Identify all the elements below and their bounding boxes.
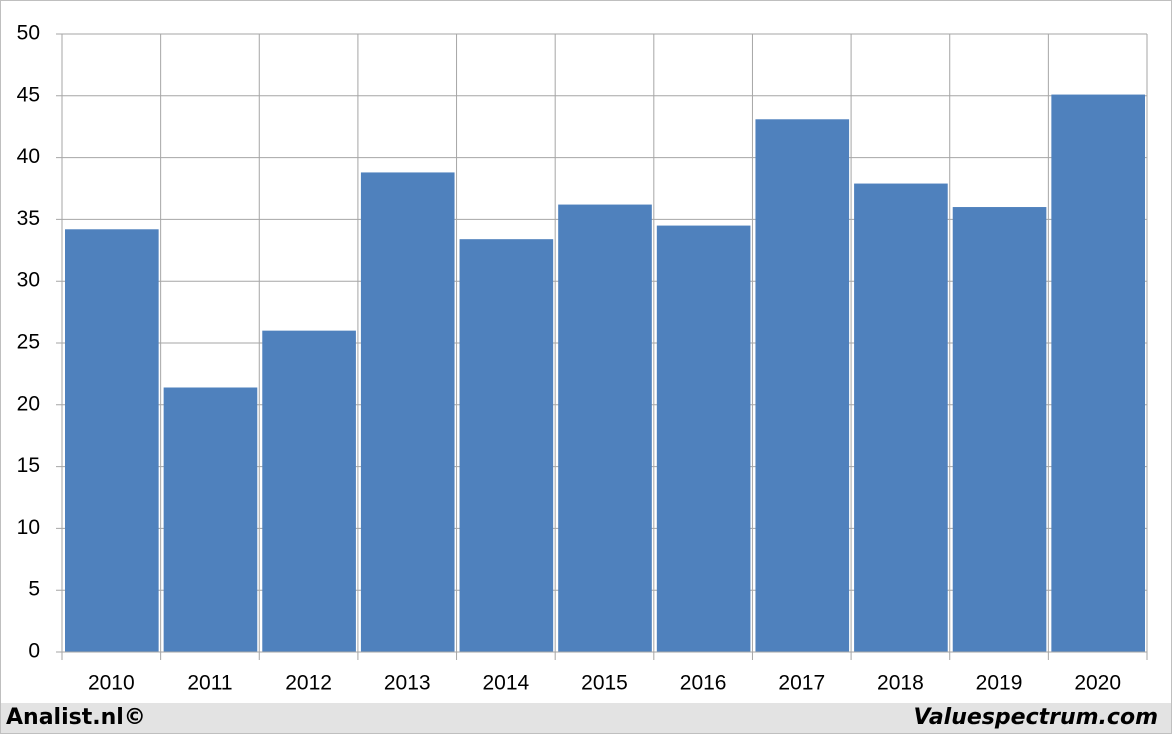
x-tick-label: 2018 (877, 672, 924, 695)
bar (952, 207, 1047, 653)
bar (163, 387, 258, 652)
y-tick-label: 40 (17, 145, 40, 168)
bar (459, 239, 554, 652)
x-tick-label: 2020 (1074, 672, 1121, 695)
y-tick-label: 50 (17, 22, 40, 45)
y-tick-label: 30 (17, 269, 40, 292)
x-tick-label: 2019 (976, 672, 1023, 695)
x-tick-label: 2017 (778, 672, 825, 695)
bar (262, 330, 356, 652)
bar (360, 172, 455, 652)
x-tick-label: 2012 (285, 672, 332, 695)
x-tick-label: 2014 (483, 672, 530, 695)
y-tick-label: 5 (28, 578, 40, 601)
y-tick-label: 25 (17, 331, 40, 354)
y-tick-label: 15 (17, 454, 40, 477)
credit-left: Analist.nl© (6, 705, 146, 730)
y-tick-label: 0 (28, 640, 40, 663)
bar (558, 204, 652, 652)
x-tick-label: 2016 (680, 672, 727, 695)
x-tick-label: 2013 (384, 672, 431, 695)
bar (854, 183, 948, 652)
y-tick-label: 10 (17, 516, 40, 539)
footer-bar (1, 703, 1171, 733)
bar (755, 119, 850, 652)
x-tick-label: 2010 (88, 672, 135, 695)
credit-right: Valuespectrum.com (914, 705, 1158, 730)
x-tick-label: 2015 (581, 672, 628, 695)
x-tick-label: 2011 (187, 672, 232, 695)
y-tick-label: 45 (17, 83, 40, 106)
y-tick-label: 20 (17, 392, 40, 415)
y-tick-label: 35 (17, 207, 40, 230)
bar (65, 229, 159, 652)
bar (656, 225, 751, 652)
bar (1051, 94, 1145, 652)
